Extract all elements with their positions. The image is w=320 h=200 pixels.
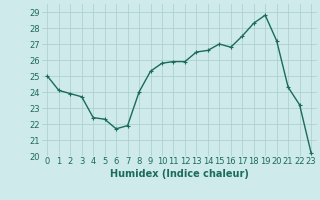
- X-axis label: Humidex (Indice chaleur): Humidex (Indice chaleur): [110, 169, 249, 179]
